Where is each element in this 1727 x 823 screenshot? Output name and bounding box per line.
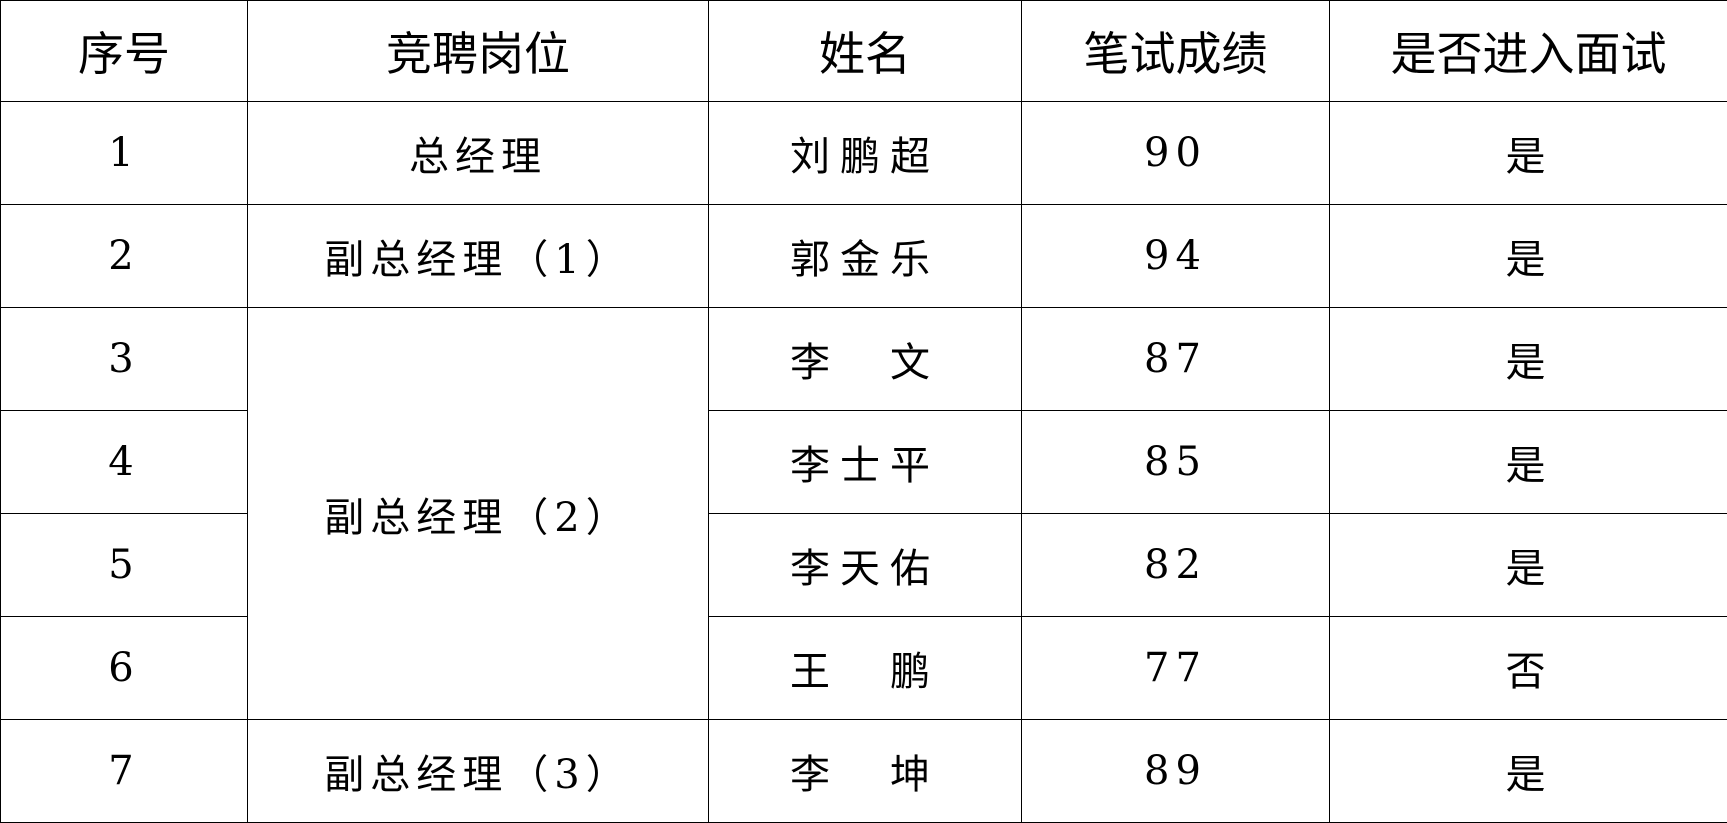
cell-interview: 是 — [1330, 411, 1727, 514]
cell-no: 6 — [1, 617, 248, 720]
table-row: 2 副总经理（1） 郭金乐 94 是 — [1, 205, 1727, 308]
header-position: 竞聘岗位 — [248, 1, 709, 102]
cell-interview: 是 — [1330, 514, 1727, 617]
cell-score: 89 — [1022, 720, 1330, 823]
cell-score: 85 — [1022, 411, 1330, 514]
cell-position-merged: 副总经理（2） — [248, 308, 709, 720]
cell-no: 5 — [1, 514, 248, 617]
cell-name: 郭金乐 — [709, 205, 1022, 308]
cell-position: 副总经理（3） — [248, 720, 709, 823]
cell-no: 2 — [1, 205, 248, 308]
cell-score: 94 — [1022, 205, 1330, 308]
cell-score: 82 — [1022, 514, 1330, 617]
header-score: 笔试成绩 — [1022, 1, 1330, 102]
header-interview: 是否进入面试 — [1330, 1, 1727, 102]
cell-position: 副总经理（1） — [248, 205, 709, 308]
cell-name: 王 鹏 — [709, 617, 1022, 720]
cell-interview: 是 — [1330, 205, 1727, 308]
cell-score: 77 — [1022, 617, 1330, 720]
cell-interview: 是 — [1330, 102, 1727, 205]
cell-name: 李 文 — [709, 308, 1022, 411]
cell-score: 87 — [1022, 308, 1330, 411]
cell-name: 李天佑 — [709, 514, 1022, 617]
cell-no: 3 — [1, 308, 248, 411]
cell-position: 总经理 — [248, 102, 709, 205]
cell-no: 1 — [1, 102, 248, 205]
cell-name: 李 坤 — [709, 720, 1022, 823]
cell-interview: 否 — [1330, 617, 1727, 720]
cell-name: 李士平 — [709, 411, 1022, 514]
table-row: 1 总经理 刘鹏超 90 是 — [1, 102, 1727, 205]
table-row: 7 副总经理（3） 李 坤 89 是 — [1, 720, 1727, 823]
cell-no: 7 — [1, 720, 248, 823]
header-name: 姓名 — [709, 1, 1022, 102]
cell-score: 90 — [1022, 102, 1330, 205]
header-row: 序号 竞聘岗位 姓名 笔试成绩 是否进入面试 — [1, 1, 1727, 102]
cell-name: 刘鹏超 — [709, 102, 1022, 205]
table-row: 3 副总经理（2） 李 文 87 是 — [1, 308, 1727, 411]
cell-interview: 是 — [1330, 308, 1727, 411]
cell-no: 4 — [1, 411, 248, 514]
cell-interview: 是 — [1330, 720, 1727, 823]
header-no: 序号 — [1, 1, 248, 102]
